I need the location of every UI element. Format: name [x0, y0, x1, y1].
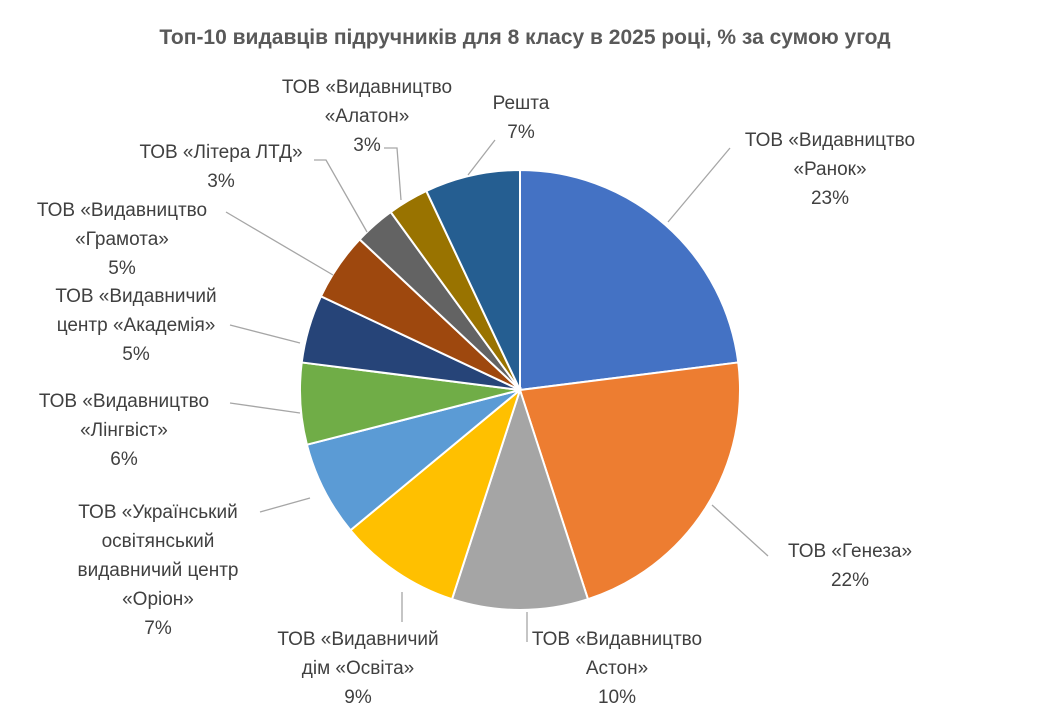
slice-label-9: ТОВ «Літера ЛТД» 3%: [139, 142, 302, 192]
leader-line-5: [259, 497, 311, 513]
pie-slice-3: [450, 386, 590, 611]
slice-label-5: ТОВ «Український освітянський видавничий ц…: [78, 502, 239, 639]
pie-slice-11: [424, 168, 521, 391]
slice-label-6: ТОВ «Видавництво «Лінгвіст» 6%: [39, 391, 209, 470]
leader-line-11: [467, 139, 496, 176]
leader-line-7: [229, 324, 301, 344]
chart-title: Топ-10 видавців підручників для 8 класу …: [159, 26, 890, 49]
pie-slice-4: [349, 387, 523, 601]
slice-label-3: ТОВ «Видавництво Астон» 10%: [532, 629, 702, 708]
slice-label-8: ТОВ «Видавництво «Грамота» 5%: [37, 200, 207, 279]
slice-label-11: Решта 7%: [493, 93, 550, 143]
pie-slice-2: [518, 361, 741, 601]
slice-label-7: ТОВ «Видавничий центр «Академія» 5%: [55, 286, 216, 365]
leader-line-9: [314, 159, 368, 233]
pie-slice-1: [519, 168, 740, 392]
slice-label-1: ТОВ «Видавництво «Ранок» 23%: [745, 130, 915, 209]
leader-lines: [225, 139, 769, 642]
slice-labels: ТОВ «Видавництво «Ранок» 23% ТОВ «Генеза» 22…: [37, 77, 915, 708]
leader-line-8: [225, 211, 334, 276]
slice-label-4: ТОВ «Видавничий дім «Освіта» 9%: [277, 629, 438, 708]
slice-label-2: ТОВ «Генеза» 22%: [788, 541, 912, 591]
leader-line-6: [229, 402, 301, 414]
leader-line-10: [384, 147, 402, 201]
pie-slices: [299, 168, 741, 611]
leader-line-2: [711, 504, 769, 557]
slice-label-10: ТОВ «Видавництво «Алатон» 3%: [282, 77, 452, 156]
leader-line-1: [667, 147, 731, 223]
